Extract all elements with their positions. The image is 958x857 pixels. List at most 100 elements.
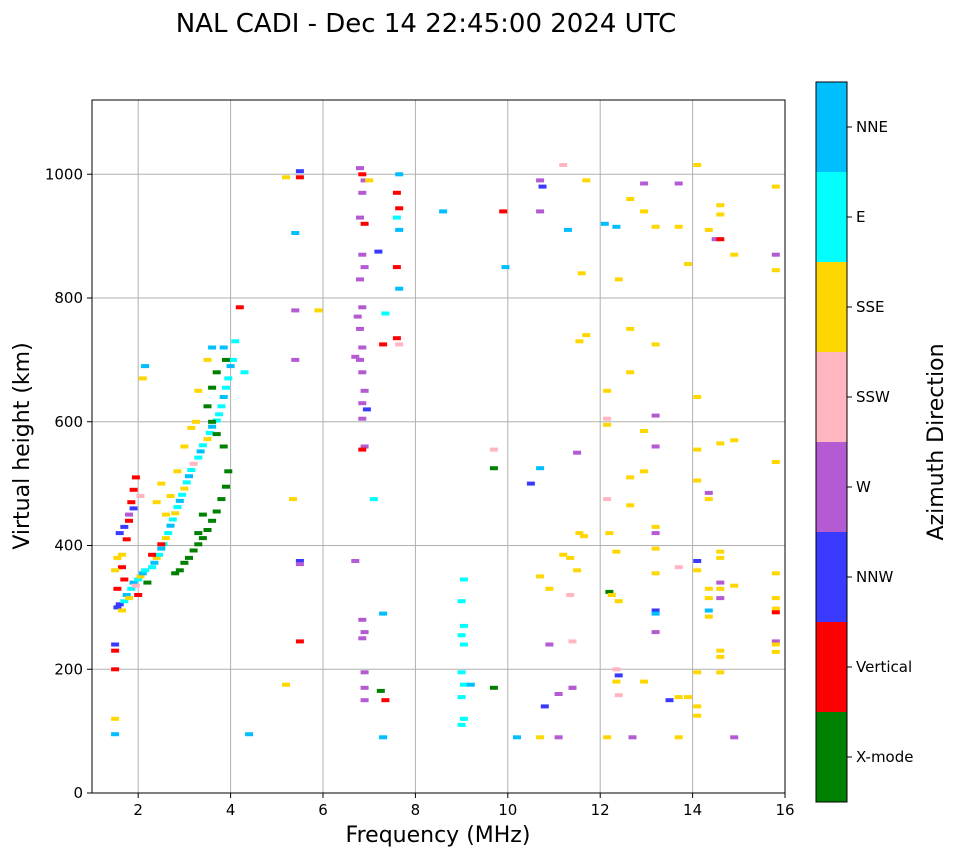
data-point: [674, 565, 683, 570]
data-point: [111, 732, 120, 737]
data-point: [640, 209, 649, 214]
data-point: [612, 667, 621, 672]
data-point: [716, 555, 725, 560]
data-point: [155, 552, 163, 557]
colorbar-segment: [816, 712, 847, 802]
data-point: [129, 580, 138, 585]
data-point: [358, 305, 367, 310]
data-point: [217, 404, 226, 409]
data-point: [575, 339, 584, 344]
colorbar-tick-label: Vertical: [856, 658, 912, 676]
colorbar-frame: [815, 81, 848, 803]
data-point: [358, 401, 367, 406]
data-point: [198, 443, 207, 448]
data-point: [540, 704, 549, 709]
data-point: [457, 722, 466, 727]
data-point: [379, 735, 388, 740]
data-point: [173, 469, 182, 474]
data-point: [115, 531, 124, 536]
data-point: [360, 265, 369, 270]
data-point: [194, 455, 203, 460]
data-point: [224, 469, 233, 474]
data-point: [353, 314, 362, 319]
data-point: [771, 642, 780, 647]
data-point: [716, 441, 725, 446]
colorbar-tick-label: X-mode: [856, 748, 913, 766]
data-point: [716, 670, 725, 675]
data-point: [118, 552, 126, 557]
data-point: [191, 419, 200, 424]
data-point: [136, 494, 145, 498]
data-point: [607, 593, 616, 597]
data-point: [152, 555, 161, 560]
data-point: [603, 735, 612, 740]
data-point: [457, 599, 466, 604]
data-point: [148, 552, 157, 557]
data-point: [603, 416, 612, 421]
data-point: [134, 593, 143, 597]
data-point: [651, 571, 660, 576]
data-point: [208, 419, 217, 424]
data-point: [208, 385, 217, 390]
data-point: [282, 682, 290, 687]
data-point: [716, 580, 725, 585]
data-point: [626, 197, 635, 201]
data-point: [381, 311, 390, 316]
data-point: [457, 695, 466, 700]
data-point: [111, 568, 120, 573]
data-point: [466, 682, 475, 687]
data-point: [166, 523, 175, 528]
y-tick-label: 200: [54, 660, 83, 678]
data-point: [180, 560, 189, 565]
data-point: [356, 326, 364, 331]
data-point: [295, 169, 304, 174]
colorbar-segment: [816, 622, 847, 712]
data-point: [122, 537, 131, 542]
y-tick-label: 600: [54, 413, 83, 431]
data-point: [129, 506, 138, 511]
data-point: [674, 224, 683, 229]
data-point: [716, 203, 725, 208]
data-point: [568, 685, 577, 690]
data-point: [457, 633, 466, 638]
data-point: [356, 277, 364, 282]
data-point: [545, 586, 554, 591]
data-point: [536, 209, 545, 214]
data-point: [577, 271, 586, 276]
data-point: [651, 630, 660, 635]
x-tick-label: 8: [411, 801, 421, 819]
data-point: [612, 549, 621, 554]
data-point: [295, 175, 304, 180]
data-point: [314, 308, 323, 313]
data-point: [651, 524, 660, 529]
data-point: [536, 466, 545, 471]
data-point: [358, 172, 367, 177]
data-point: [208, 424, 217, 429]
data-point: [526, 481, 535, 486]
data-point: [716, 654, 725, 659]
data-point: [194, 531, 203, 536]
data-point: [362, 407, 371, 412]
data-point: [358, 617, 367, 622]
data-point: [205, 430, 214, 435]
data-point: [640, 181, 649, 186]
colorbar-tick-label: NNE: [856, 118, 888, 136]
data-point: [180, 444, 189, 449]
data-point: [554, 692, 563, 696]
data-point: [164, 531, 173, 536]
data-point: [187, 425, 196, 430]
data-point: [228, 357, 237, 362]
data-point: [161, 512, 170, 517]
data-point: [168, 517, 177, 522]
x-tick-label: 12: [591, 801, 610, 819]
colorbar-tick-label: SSE: [856, 298, 885, 316]
data-point: [559, 552, 568, 557]
data-point: [771, 571, 780, 576]
data-point: [141, 568, 150, 573]
x-tick-label: 16: [775, 801, 794, 819]
data-point: [771, 649, 780, 654]
data-point: [771, 606, 780, 611]
data-point: [771, 639, 780, 644]
data-point: [704, 227, 713, 232]
data-point: [395, 172, 404, 177]
